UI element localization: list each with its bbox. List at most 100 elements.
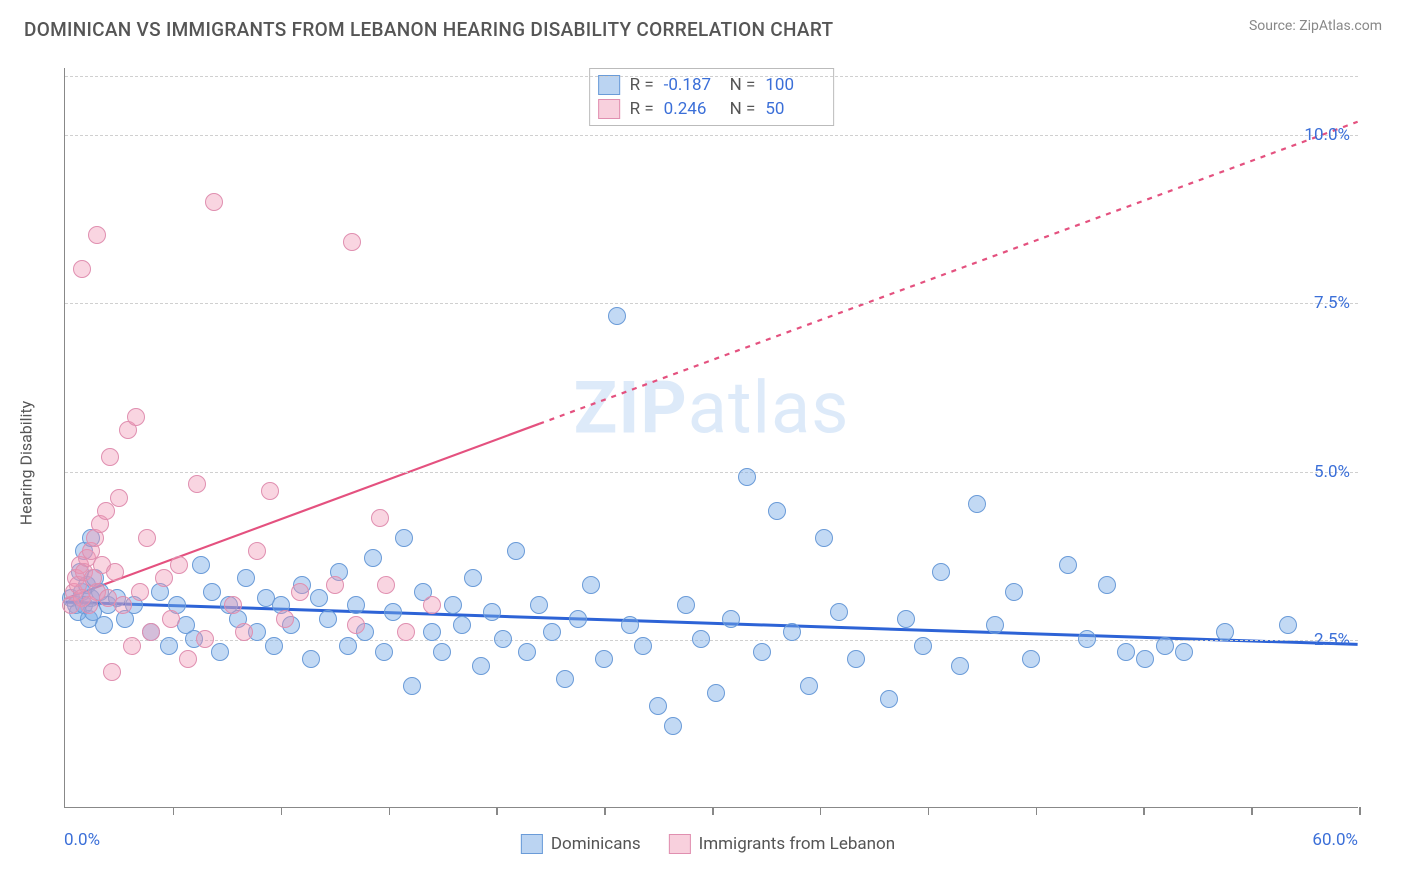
data-point	[291, 583, 309, 601]
data-point	[1117, 643, 1135, 661]
data-point	[621, 616, 639, 634]
data-point	[205, 193, 223, 211]
r-value: 0.246	[664, 99, 720, 119]
data-point	[123, 637, 141, 655]
data-point	[847, 650, 865, 668]
data-point	[444, 596, 462, 614]
data-point	[224, 596, 242, 614]
data-point	[932, 563, 950, 581]
data-point	[237, 569, 255, 587]
data-point	[677, 596, 695, 614]
data-point	[192, 556, 210, 574]
data-point	[142, 623, 160, 641]
legend-stats-row: R = 0.246 N = 50	[598, 97, 822, 121]
n-value: 50	[765, 99, 821, 119]
gridline	[65, 472, 1358, 473]
x-tick	[1251, 807, 1253, 815]
data-point	[569, 610, 587, 628]
data-point	[556, 670, 574, 688]
data-point	[1279, 616, 1297, 634]
data-point	[95, 616, 113, 634]
data-point	[664, 717, 682, 735]
data-point	[1005, 583, 1023, 601]
x-tick	[1036, 807, 1038, 815]
data-point	[595, 650, 613, 668]
data-point	[986, 616, 1004, 634]
data-point	[1175, 643, 1193, 661]
y-tick-label: 2.5%	[1314, 630, 1350, 650]
data-point	[507, 542, 525, 560]
data-point	[101, 448, 119, 466]
data-point	[768, 502, 786, 520]
data-point	[582, 576, 600, 594]
data-point	[543, 623, 561, 641]
x-tick	[496, 807, 498, 815]
data-point	[707, 684, 725, 702]
data-point	[261, 482, 279, 500]
data-point	[248, 542, 266, 560]
n-label: N =	[730, 75, 756, 95]
data-point	[88, 226, 106, 244]
data-point	[464, 569, 482, 587]
page-title: DOMINICAN VS IMMIGRANTS FROM LEBANON HEA…	[24, 18, 833, 41]
legend-label: Immigrants from Lebanon	[699, 834, 896, 854]
data-point	[131, 583, 149, 601]
swatch-blue	[521, 834, 543, 854]
data-point	[364, 549, 382, 567]
data-point	[73, 260, 91, 278]
data-point	[423, 596, 441, 614]
r-label: R =	[630, 99, 654, 119]
data-point	[1136, 650, 1154, 668]
x-axis-min-label: 0.0%	[64, 830, 100, 850]
data-point	[453, 616, 471, 634]
data-point	[160, 637, 178, 655]
data-point	[1156, 637, 1174, 655]
data-point	[235, 623, 253, 641]
plot-area: ZIPatlas R = -0.187 N = 100 R = 0.246 N …	[64, 68, 1358, 808]
swatch-pink	[598, 99, 620, 119]
legend-item: Immigrants from Lebanon	[669, 834, 896, 854]
y-axis-label: Hearing Disability	[17, 401, 36, 526]
data-point	[339, 637, 357, 655]
data-point	[347, 596, 365, 614]
data-point	[897, 610, 915, 628]
n-value: 100	[765, 75, 821, 95]
x-tick	[820, 807, 822, 815]
data-point	[634, 637, 652, 655]
x-tick	[1359, 807, 1361, 815]
x-axis-max-label: 60.0%	[1312, 830, 1358, 850]
x-tick	[173, 807, 175, 815]
data-point	[738, 468, 756, 486]
gridline	[65, 76, 1358, 77]
legend-item: Dominicans	[521, 834, 641, 854]
x-tick	[604, 807, 606, 815]
y-tick-label: 7.5%	[1314, 293, 1350, 313]
data-point	[155, 569, 173, 587]
data-point	[608, 307, 626, 325]
data-point	[384, 603, 402, 621]
data-point	[815, 529, 833, 547]
x-tick	[712, 807, 714, 815]
data-point	[162, 610, 180, 628]
data-point	[494, 630, 512, 648]
data-point	[265, 637, 283, 655]
data-point	[371, 509, 389, 527]
data-point	[310, 589, 328, 607]
data-point	[483, 603, 501, 621]
swatch-pink	[669, 834, 691, 854]
x-tick	[281, 807, 283, 815]
data-point	[433, 643, 451, 661]
data-point	[397, 623, 415, 641]
data-point	[722, 610, 740, 628]
x-tick	[389, 807, 391, 815]
data-point	[127, 408, 145, 426]
data-point	[423, 623, 441, 641]
data-point	[395, 529, 413, 547]
data-point	[343, 233, 361, 251]
y-tick-label: 5.0%	[1314, 462, 1350, 482]
r-label: R =	[630, 75, 654, 95]
data-point	[1059, 556, 1077, 574]
data-point	[347, 616, 365, 634]
data-point	[800, 677, 818, 695]
data-point	[375, 643, 393, 661]
